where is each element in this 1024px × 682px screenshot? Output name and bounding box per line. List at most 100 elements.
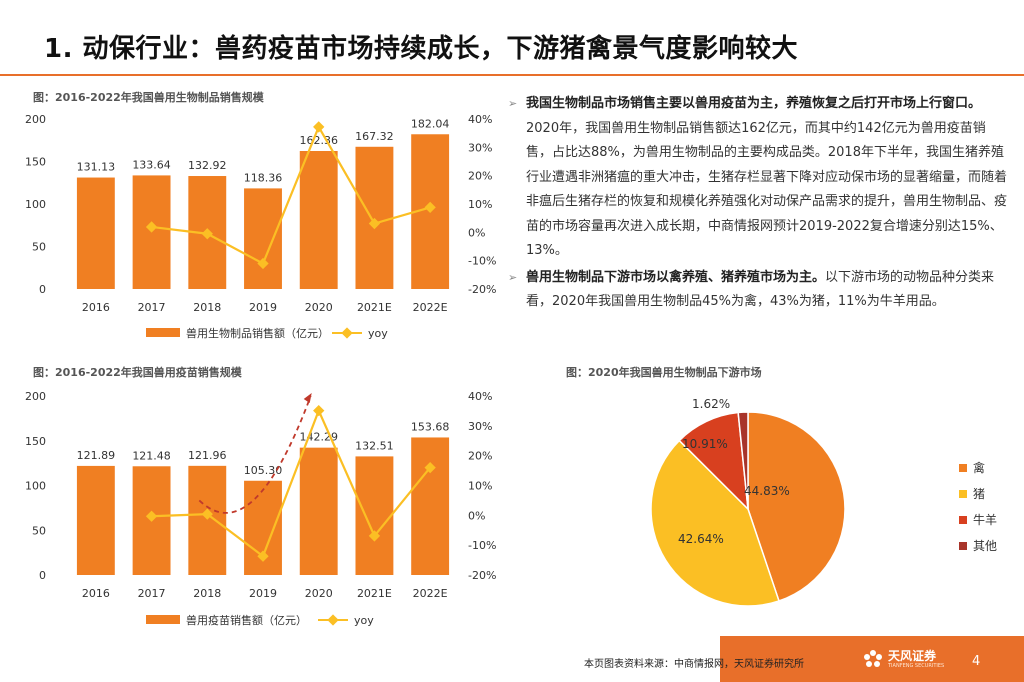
bar-value-label: 132.51 [355,439,394,452]
y-tick-label: 150 [25,435,46,448]
pie-legend-label: 其他 [973,539,997,553]
yoy-point [313,121,325,133]
bar-value-label: 121.96 [188,449,227,462]
bar-value-label: 167.32 [355,130,394,143]
yoy-point [257,257,269,270]
pie-slice [650,439,780,607]
y-tick-label: 100 [25,480,46,493]
x-tick-label: 2022E [413,587,448,600]
bar [355,456,394,575]
x-tick-label: 2017 [138,587,166,600]
logo-name: 天风证券 [888,648,937,663]
bullet-2-bold: 兽用生物制品下游市场以禽养殖、猪养殖市场为主。 [526,269,826,285]
bar-value-label: 162.36 [299,134,338,147]
bullet-2: ➢ 兽用生物制品下游市场以禽养殖、猪养殖市场为主。以下游市场的动物品种分类来看，… [508,266,1008,315]
y2-tick-label: 40% [468,390,492,403]
bar-value-label: 121.89 [77,449,116,462]
bullet-2-text: 以下游市场的动物品种分类来看，2020年我国兽用生物制品45%为禽，43%为猪，… [526,269,995,310]
y-tick-label: 0 [39,283,46,296]
pie-legend-swatch [959,464,967,472]
y2-tick-label: 10% [468,198,492,211]
x-tick-label: 2019 [249,587,277,600]
pie-slice [678,411,749,512]
bar [188,465,227,575]
x-tick-label: 2020 [305,587,333,600]
x-tick-label: 2019 [249,301,277,314]
legend-bar-swatch [146,328,180,337]
logo-subtitle: TIANFENG SECURITIES [888,662,945,669]
x-tick-label: 2016 [82,587,110,600]
y2-tick-label: 20% [468,170,492,183]
y2-tick-label: -10% [468,255,496,268]
legend-line-marker [341,327,353,339]
bullet-list: ➢ 我国生物制品市场销售主要以兽用疫苗为主，养殖恢复之后打开市场上行窗口。 202… [508,92,1008,315]
x-tick-label: 2016 [82,301,110,314]
legend-line-label: yoy [354,614,374,627]
bar [355,146,394,289]
bar-value-label: 105.30 [244,464,283,477]
bar-value-label: 118.36 [244,171,283,184]
y2-tick-label: 10% [468,480,492,493]
bullet-arrow-icon: ➢ [508,97,518,110]
bar-value-label: 132.92 [188,159,227,172]
pie-value-label: 1.62% [692,397,730,411]
legend-line-marker [327,614,339,626]
page-number: 4 [972,654,981,669]
pie-legend-label: 猪 [973,487,985,501]
flower-logo-icon [864,650,882,667]
footer-source: 本页图表资料来源：中商情报网，天风证券研究所 [584,659,804,670]
chart3-caption: 图：2020年我国兽用生物制品下游市场 [566,366,762,379]
y-tick-label: 0 [39,569,46,582]
bar-value-label: 182.04 [411,117,450,130]
pie-value-label: 10.91% [682,437,728,451]
y-tick-label: 200 [25,390,46,403]
pie-slice [737,411,749,510]
y-tick-label: 200 [25,113,46,126]
x-tick-label: 2020 [305,301,333,314]
bullet-1-text: 2020年，我国兽用生物制品销售额达162亿元，而其中约142亿元为兽用疫苗销售… [526,120,1008,259]
yoy-point [424,201,436,214]
y2-tick-label: 0% [468,509,485,522]
bar-value-label: 153.68 [411,420,450,433]
yoy-line [151,407,431,558]
y2-tick-label: 30% [468,141,492,154]
bar-value-label: 133.64 [132,158,171,171]
bullet-1-bold: 我国生物制品市场销售主要以兽用疫苗为主，养殖恢复之后打开市场上行窗口。 [526,96,982,111]
pie-legend-swatch [959,542,967,550]
pie-slice [747,411,846,602]
trend-arrow-head [303,393,312,403]
y2-tick-label: 30% [468,420,492,433]
yoy-line [151,124,431,266]
y-tick-label: 100 [25,198,46,211]
y2-tick-label: 0% [468,226,485,239]
chart2-caption: 图：2016-2022年我国兽用疫苗销售规模 [33,366,242,379]
company-logo: 天风证券 TIANFENG SECURITIES [862,648,944,670]
y-tick-label: 50 [32,524,46,537]
chart1-caption: 图：2016-2022年我国兽用生物制品销售规模 [33,91,264,104]
x-tick-label: 2021E [357,301,392,314]
y-tick-label: 50 [32,241,46,254]
legend-bar-label: 兽用疫苗销售额（亿元） [186,613,307,627]
pie-legend-swatch [959,516,967,524]
y2-tick-label: -10% [468,539,496,552]
x-tick-label: 2017 [138,301,166,314]
bullet-arrow-icon: ➢ [508,270,518,284]
chart-vaccines: 0 50 100 150 200 -20% -10% 0% 10% 20% 30% 40% 121.89… [25,390,496,627]
yoy-point [313,404,325,417]
yoy-point [368,530,381,542]
bar [76,465,115,575]
page-title: 1. 动保行业：兽药疫苗市场持续成长，下游猪禽景气度影响较大 [44,34,799,64]
pie-value-label: 44.83% [744,484,790,498]
x-tick-label: 2022E [413,301,448,314]
bullet-1: ➢ 我国生物制品市场销售主要以兽用疫苗为主，养殖恢复之后打开市场上行窗口。 202… [508,92,1008,264]
y2-tick-label: -20% [468,569,496,582]
bar [299,447,338,575]
x-tick-label: 2021E [357,587,392,600]
y2-tick-label: 20% [468,450,492,463]
bar [411,437,450,575]
y-tick-label: 150 [25,156,46,169]
title-divider [0,74,1024,76]
x-tick-label: 2018 [193,301,221,314]
footer-white-area [0,636,720,682]
